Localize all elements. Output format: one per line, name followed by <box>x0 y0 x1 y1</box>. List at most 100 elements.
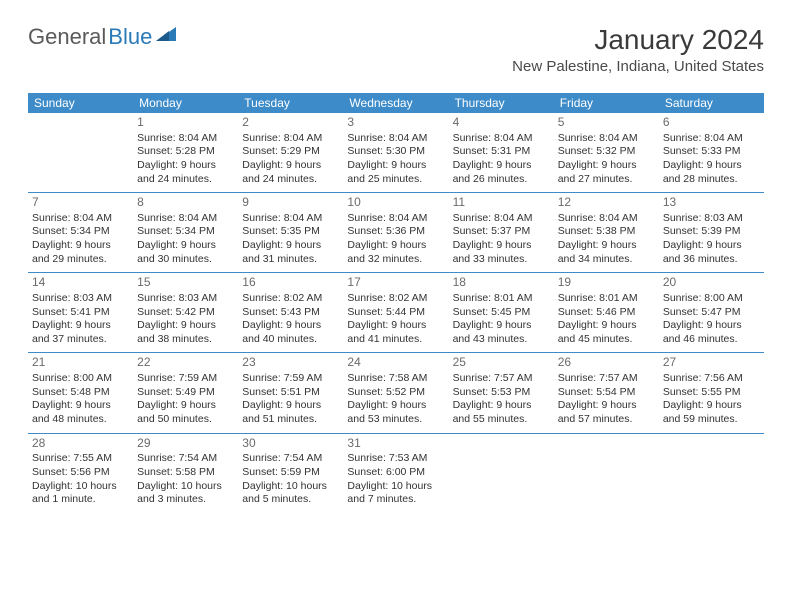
daylight-text-1: Daylight: 9 hours <box>137 399 234 413</box>
daylight-text-2: and 30 minutes. <box>137 253 234 267</box>
day-cell: 20Sunrise: 8:00 AMSunset: 5:47 PMDayligh… <box>659 273 764 352</box>
sunset-text: Sunset: 5:31 PM <box>453 145 550 159</box>
sunrise-text: Sunrise: 8:02 AM <box>242 292 339 306</box>
sunset-text: Sunset: 5:41 PM <box>32 306 129 320</box>
logo-triangle-icon <box>156 27 176 41</box>
day-cell: 17Sunrise: 8:02 AMSunset: 5:44 PMDayligh… <box>343 273 448 352</box>
daylight-text-2: and 43 minutes. <box>453 333 550 347</box>
sunrise-text: Sunrise: 8:04 AM <box>242 212 339 226</box>
sunset-text: Sunset: 5:58 PM <box>137 466 234 480</box>
day-number: 21 <box>32 355 129 371</box>
day-cell: 27Sunrise: 7:56 AMSunset: 5:55 PMDayligh… <box>659 353 764 432</box>
day-number: 20 <box>663 275 760 291</box>
daylight-text-1: Daylight: 9 hours <box>347 159 444 173</box>
sunrise-text: Sunrise: 8:01 AM <box>558 292 655 306</box>
daylight-text-2: and 48 minutes. <box>32 413 129 427</box>
sunset-text: Sunset: 5:32 PM <box>558 145 655 159</box>
sunrise-text: Sunrise: 7:53 AM <box>347 452 444 466</box>
sunset-text: Sunset: 5:52 PM <box>347 386 444 400</box>
week-row: 14Sunrise: 8:03 AMSunset: 5:41 PMDayligh… <box>28 273 764 353</box>
week-row: 7Sunrise: 8:04 AMSunset: 5:34 PMDaylight… <box>28 193 764 273</box>
day-body: Sunrise: 8:03 AMSunset: 5:39 PMDaylight:… <box>663 212 760 267</box>
day-body: Sunrise: 8:04 AMSunset: 5:35 PMDaylight:… <box>242 212 339 267</box>
sunrise-text: Sunrise: 8:04 AM <box>137 132 234 146</box>
daylight-text-2: and 26 minutes. <box>453 173 550 187</box>
sunset-text: Sunset: 5:59 PM <box>242 466 339 480</box>
day-body: Sunrise: 8:03 AMSunset: 5:41 PMDaylight:… <box>32 292 129 347</box>
day-number: 22 <box>137 355 234 371</box>
day-cell: 23Sunrise: 7:59 AMSunset: 5:51 PMDayligh… <box>238 353 343 432</box>
sunrise-text: Sunrise: 8:04 AM <box>32 212 129 226</box>
daylight-text-1: Daylight: 9 hours <box>242 399 339 413</box>
day-body: Sunrise: 8:04 AMSunset: 5:29 PMDaylight:… <box>242 132 339 187</box>
sunrise-text: Sunrise: 7:59 AM <box>242 372 339 386</box>
dow-wednesday: Wednesday <box>343 93 448 113</box>
sunset-text: Sunset: 5:54 PM <box>558 386 655 400</box>
sunset-text: Sunset: 5:43 PM <box>242 306 339 320</box>
day-number: 1 <box>137 115 234 131</box>
daylight-text-1: Daylight: 9 hours <box>242 159 339 173</box>
sunset-text: Sunset: 5:33 PM <box>663 145 760 159</box>
day-cell: 29Sunrise: 7:54 AMSunset: 5:58 PMDayligh… <box>133 434 238 513</box>
daylight-text-1: Daylight: 9 hours <box>32 319 129 333</box>
day-body: Sunrise: 8:04 AMSunset: 5:34 PMDaylight:… <box>137 212 234 267</box>
day-cell: 13Sunrise: 8:03 AMSunset: 5:39 PMDayligh… <box>659 193 764 272</box>
day-number: 2 <box>242 115 339 131</box>
dow-saturday: Saturday <box>659 93 764 113</box>
day-body: Sunrise: 8:04 AMSunset: 5:36 PMDaylight:… <box>347 212 444 267</box>
day-cell: 26Sunrise: 7:57 AMSunset: 5:54 PMDayligh… <box>554 353 659 432</box>
day-body: Sunrise: 7:55 AMSunset: 5:56 PMDaylight:… <box>32 452 129 507</box>
day-body: Sunrise: 7:54 AMSunset: 5:59 PMDaylight:… <box>242 452 339 507</box>
day-number: 5 <box>558 115 655 131</box>
daylight-text-2: and 28 minutes. <box>663 173 760 187</box>
day-number: 18 <box>453 275 550 291</box>
logo-text-blue: Blue <box>108 24 152 50</box>
day-body: Sunrise: 7:58 AMSunset: 5:52 PMDaylight:… <box>347 372 444 427</box>
day-body: Sunrise: 8:04 AMSunset: 5:38 PMDaylight:… <box>558 212 655 267</box>
daylight-text-1: Daylight: 9 hours <box>558 159 655 173</box>
day-number: 17 <box>347 275 444 291</box>
sunrise-text: Sunrise: 8:04 AM <box>663 132 760 146</box>
daylight-text-1: Daylight: 9 hours <box>663 159 760 173</box>
sunrise-text: Sunrise: 8:04 AM <box>453 132 550 146</box>
logo-text-gray: General <box>28 24 106 50</box>
day-number: 23 <box>242 355 339 371</box>
sunrise-text: Sunrise: 8:04 AM <box>347 212 444 226</box>
daylight-text-1: Daylight: 9 hours <box>137 159 234 173</box>
day-body: Sunrise: 8:04 AMSunset: 5:32 PMDaylight:… <box>558 132 655 187</box>
sunset-text: Sunset: 5:38 PM <box>558 225 655 239</box>
daylight-text-2: and 34 minutes. <box>558 253 655 267</box>
day-number: 25 <box>453 355 550 371</box>
week-row: 1Sunrise: 8:04 AMSunset: 5:28 PMDaylight… <box>28 113 764 193</box>
day-body: Sunrise: 7:54 AMSunset: 5:58 PMDaylight:… <box>137 452 234 507</box>
sunset-text: Sunset: 5:35 PM <box>242 225 339 239</box>
day-cell: 28Sunrise: 7:55 AMSunset: 5:56 PMDayligh… <box>28 434 133 513</box>
day-body: Sunrise: 8:01 AMSunset: 5:45 PMDaylight:… <box>453 292 550 347</box>
daylight-text-1: Daylight: 10 hours <box>137 480 234 494</box>
sunset-text: Sunset: 5:48 PM <box>32 386 129 400</box>
day-number: 19 <box>558 275 655 291</box>
day-number: 10 <box>347 195 444 211</box>
sunrise-text: Sunrise: 7:58 AM <box>347 372 444 386</box>
day-cell: 21Sunrise: 8:00 AMSunset: 5:48 PMDayligh… <box>28 353 133 432</box>
daylight-text-1: Daylight: 9 hours <box>663 399 760 413</box>
day-cell <box>28 113 133 192</box>
sunrise-text: Sunrise: 7:54 AM <box>137 452 234 466</box>
daylight-text-1: Daylight: 9 hours <box>242 239 339 253</box>
daylight-text-1: Daylight: 9 hours <box>32 399 129 413</box>
daylight-text-1: Daylight: 10 hours <box>347 480 444 494</box>
day-cell: 22Sunrise: 7:59 AMSunset: 5:49 PMDayligh… <box>133 353 238 432</box>
day-number: 13 <box>663 195 760 211</box>
day-body: Sunrise: 8:00 AMSunset: 5:48 PMDaylight:… <box>32 372 129 427</box>
daylight-text-1: Daylight: 10 hours <box>32 480 129 494</box>
daylight-text-1: Daylight: 9 hours <box>663 239 760 253</box>
daylight-text-2: and 33 minutes. <box>453 253 550 267</box>
day-cell: 8Sunrise: 8:04 AMSunset: 5:34 PMDaylight… <box>133 193 238 272</box>
day-number: 14 <box>32 275 129 291</box>
daylight-text-1: Daylight: 9 hours <box>453 239 550 253</box>
sunrise-text: Sunrise: 8:01 AM <box>453 292 550 306</box>
day-number: 4 <box>453 115 550 131</box>
day-number: 24 <box>347 355 444 371</box>
daylight-text-1: Daylight: 9 hours <box>663 319 760 333</box>
sunset-text: Sunset: 5:55 PM <box>663 386 760 400</box>
